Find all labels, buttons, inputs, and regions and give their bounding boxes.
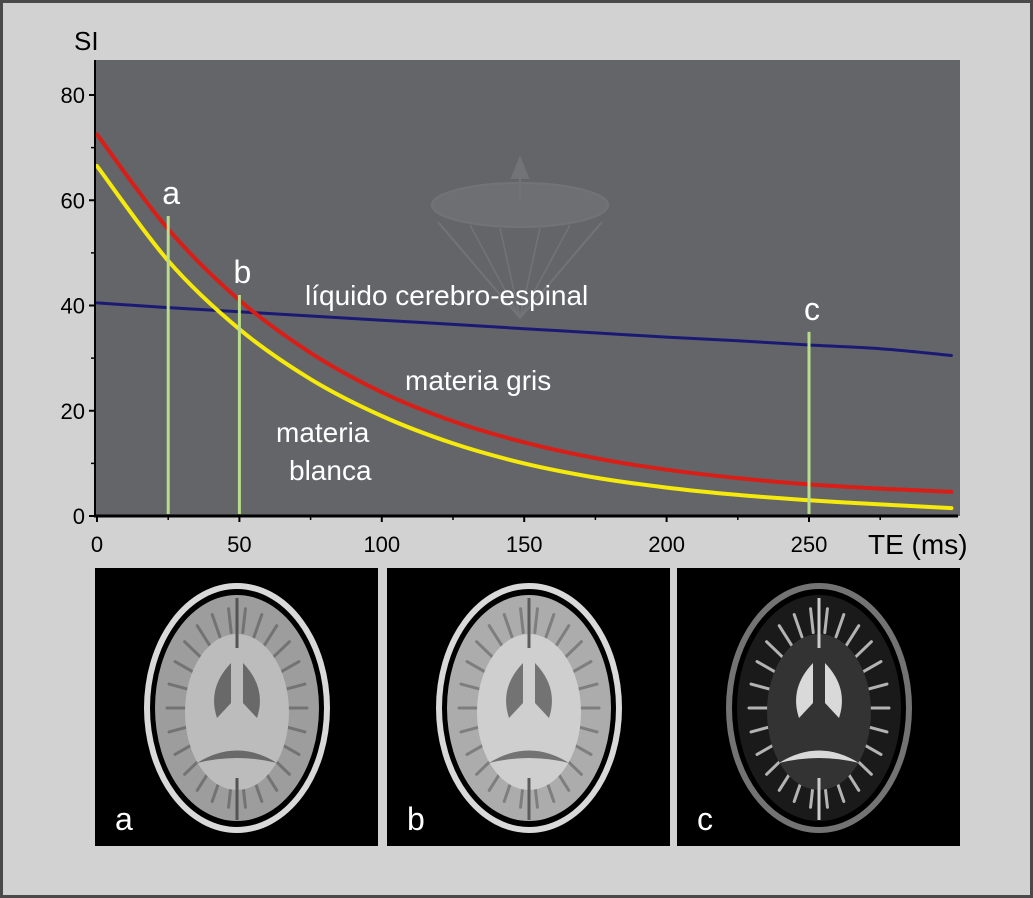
y-tick-label-80: 80 bbox=[61, 83, 85, 108]
y-axis-title: SI bbox=[74, 26, 99, 56]
white-matter-curve-label-line2: blanca bbox=[289, 455, 372, 486]
sulcus bbox=[173, 660, 196, 675]
sulcus bbox=[765, 640, 785, 660]
sulcus bbox=[823, 607, 829, 635]
right-ventricle bbox=[825, 663, 842, 718]
white-matter-region bbox=[767, 634, 871, 790]
posterior-ventricles bbox=[197, 750, 277, 763]
sulcus bbox=[554, 624, 571, 647]
sulcus bbox=[755, 660, 778, 675]
mri-panel-c: c bbox=[677, 568, 960, 846]
csf-curve-label: líquido cerebro-espinal bbox=[305, 280, 588, 311]
white-matter-curve-label-line1: materia bbox=[276, 417, 370, 448]
posterior-ventricles bbox=[779, 750, 859, 763]
x-tick-label-150: 150 bbox=[506, 532, 543, 557]
y-tick-label-20: 20 bbox=[61, 399, 85, 424]
watermark-arrow bbox=[510, 155, 530, 200]
sulcus bbox=[210, 612, 222, 639]
te-marker-label-a: a bbox=[162, 175, 180, 211]
sulcus bbox=[570, 660, 593, 675]
sulcus bbox=[792, 612, 804, 639]
sulcus bbox=[844, 624, 861, 647]
sulcus bbox=[475, 640, 495, 660]
si-vs-te-chart: 0 20 40 60 80 0 50 100 150 200 250 SI TE (ms) a b c lí… bbox=[61, 26, 968, 560]
x-tick-label-200: 200 bbox=[648, 532, 685, 557]
sulcus bbox=[809, 607, 815, 635]
watermark-logo bbox=[431, 155, 609, 320]
sulcus bbox=[282, 682, 307, 692]
te-marker-label-b: b bbox=[234, 254, 252, 290]
skull-ring bbox=[726, 583, 912, 833]
sulcus bbox=[227, 607, 233, 635]
x-tick-label-250: 250 bbox=[791, 532, 828, 557]
white-matter-region bbox=[477, 634, 581, 790]
gray-matter-curve-label: materia gris bbox=[405, 365, 551, 396]
sulcus bbox=[749, 682, 774, 692]
right-ventricle bbox=[535, 663, 552, 718]
left-ventricle bbox=[506, 663, 523, 718]
sulcus bbox=[860, 660, 883, 675]
sulcus bbox=[533, 607, 539, 635]
watermark-ellipse bbox=[431, 182, 609, 228]
x-axis-title: TE (ms) bbox=[868, 529, 968, 560]
brain-image-a bbox=[144, 583, 330, 833]
y-tick-label-60: 60 bbox=[61, 188, 85, 213]
sulcus bbox=[544, 612, 556, 639]
y-tick-label-0: 0 bbox=[73, 504, 85, 529]
sulcus bbox=[252, 612, 264, 639]
y-tick-label-40: 40 bbox=[61, 294, 85, 319]
sulcus bbox=[574, 682, 599, 692]
mri-panel-a: a bbox=[95, 568, 378, 846]
x-tick-label-100: 100 bbox=[363, 532, 400, 557]
sulcus bbox=[487, 624, 504, 647]
sulcus bbox=[853, 640, 873, 660]
skull-ring bbox=[144, 583, 330, 833]
sulcus bbox=[502, 612, 514, 639]
sulcus bbox=[834, 612, 846, 639]
sulcus bbox=[519, 607, 525, 635]
posterior-ventricles bbox=[489, 750, 569, 763]
skull-ring bbox=[436, 583, 622, 833]
sulcus bbox=[195, 624, 212, 647]
sulcus bbox=[278, 660, 301, 675]
right-ventricle bbox=[243, 663, 260, 718]
brain-image-c bbox=[726, 583, 912, 833]
sulcus bbox=[183, 640, 203, 660]
panel-label-c: c bbox=[697, 801, 713, 837]
watermark-cone bbox=[437, 221, 603, 320]
panel-label-a: a bbox=[115, 801, 133, 837]
watermark-rays bbox=[469, 224, 571, 319]
mri-panel-b: b bbox=[387, 568, 670, 846]
white-matter-region bbox=[185, 634, 289, 790]
sulcus bbox=[459, 682, 484, 692]
sulcus bbox=[563, 640, 583, 660]
brain-image-b bbox=[436, 583, 622, 833]
left-ventricle bbox=[796, 663, 813, 718]
sulcus bbox=[777, 624, 794, 647]
sulcus bbox=[271, 640, 291, 660]
panel-label-b: b bbox=[407, 801, 425, 837]
x-tick-label-0: 0 bbox=[91, 532, 103, 557]
sulcus bbox=[167, 682, 192, 692]
sulcus bbox=[241, 607, 247, 635]
sulcus bbox=[864, 682, 889, 692]
te-marker-label-c: c bbox=[804, 291, 820, 327]
sulcus bbox=[262, 624, 279, 647]
left-ventricle bbox=[214, 663, 231, 718]
sulcus bbox=[465, 660, 488, 675]
x-tick-label-50: 50 bbox=[227, 532, 251, 557]
